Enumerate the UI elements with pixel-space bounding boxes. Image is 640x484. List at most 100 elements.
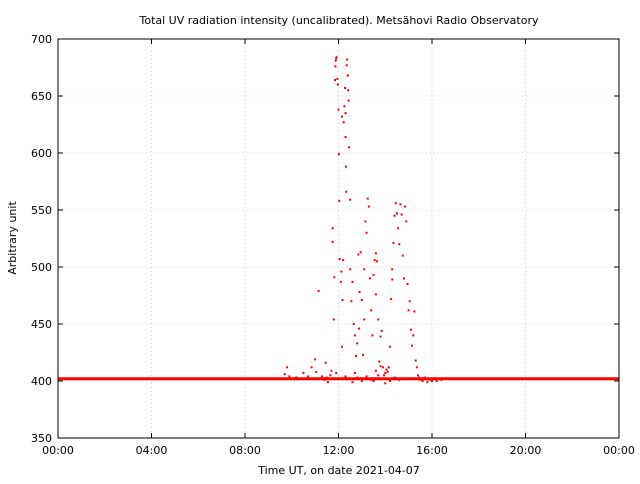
data-point (336, 83, 339, 86)
data-point (295, 376, 298, 379)
data-point (440, 378, 443, 381)
data-point (367, 377, 370, 380)
x-tick-label: 12:00 (323, 444, 355, 457)
data-point (372, 380, 375, 382)
data-point (321, 375, 324, 378)
data-point (428, 378, 431, 381)
data-point (379, 365, 382, 368)
y-tick-label: 400 (31, 375, 52, 388)
data-point (345, 64, 348, 67)
data-point (405, 220, 408, 223)
data-point (377, 318, 380, 321)
data-point (412, 334, 415, 337)
data-point (307, 375, 310, 378)
data-point (347, 99, 350, 102)
data-point (358, 291, 361, 294)
data-point (302, 372, 305, 375)
data-point (286, 366, 289, 369)
data-point (344, 112, 347, 115)
chart-title: Total UV radiation intensity (uncalibrat… (139, 14, 539, 27)
data-point (288, 375, 291, 378)
y-tick-label: 700 (31, 33, 52, 46)
data-point (341, 299, 344, 302)
data-point (344, 165, 347, 168)
data-point (406, 283, 409, 286)
grid (58, 39, 619, 438)
data-point (359, 251, 362, 254)
data-point (373, 259, 376, 262)
data-point (374, 252, 377, 255)
data-point (393, 376, 396, 379)
data-point (395, 212, 398, 215)
data-point (342, 259, 345, 262)
data-point (339, 377, 342, 380)
data-point (356, 342, 359, 345)
data-point (411, 344, 414, 347)
data-point (407, 309, 410, 312)
x-tick-label: 04:00 (136, 444, 168, 457)
data-point (351, 381, 354, 384)
data-point (343, 105, 346, 108)
data-point (358, 327, 361, 330)
data-point (355, 354, 358, 357)
data-point (433, 377, 436, 380)
y-axis-ticks: 350 400 450 500 550 600 650 700 (31, 33, 619, 445)
y-axis-label: Arbitrary unit (6, 201, 19, 275)
data-point (387, 366, 390, 369)
x-tick-label: 08:00 (229, 444, 261, 457)
data-point (344, 87, 347, 90)
data-point (333, 79, 336, 82)
data-point (381, 366, 384, 369)
data-point (332, 318, 335, 321)
data-point (356, 376, 359, 379)
y-tick-label: 450 (31, 318, 52, 331)
data-point (398, 378, 401, 381)
data-point (394, 202, 397, 205)
data-point (317, 289, 320, 292)
data-point (390, 297, 393, 300)
data-point (357, 253, 360, 256)
data-point (323, 378, 326, 381)
data-point (360, 380, 363, 382)
data-point (385, 368, 388, 371)
data-point (338, 258, 341, 261)
data-point (388, 380, 391, 382)
data-point (402, 277, 405, 280)
data-point (384, 372, 387, 375)
data-point (328, 377, 331, 380)
data-point (310, 366, 313, 369)
x-axis-ticks: 00:00 04:00 08:00 12:00 16:00 20:00 00:00 (42, 39, 635, 457)
data-point (408, 300, 411, 303)
data-point (409, 328, 412, 331)
y-tick-label: 550 (31, 204, 52, 217)
data-point (338, 199, 341, 202)
data-point (421, 380, 424, 382)
data-point (330, 369, 333, 372)
data-point (365, 231, 368, 234)
data-point (362, 353, 365, 356)
data-point (364, 220, 367, 223)
data-point (344, 375, 347, 378)
data-point (391, 278, 394, 281)
data-point (431, 380, 433, 382)
x-axis-label: Time UT, on date 2021-04-07 (257, 464, 420, 477)
data-point (404, 205, 407, 208)
data-point (351, 280, 354, 283)
data-point (349, 268, 352, 271)
y-tick-label: 500 (31, 261, 52, 274)
data-point (415, 366, 418, 369)
data-point (334, 59, 337, 62)
y-tick-label: 650 (31, 90, 52, 103)
data-point (344, 136, 347, 139)
data-point (397, 227, 400, 230)
data-point (370, 309, 373, 312)
data-point (331, 227, 334, 230)
x-tick-label: 00:00 (603, 444, 635, 457)
data-point (340, 270, 343, 273)
data-points (283, 56, 443, 385)
x-tick-label: 20:00 (510, 444, 542, 457)
data-point (337, 153, 340, 156)
data-point (388, 345, 391, 348)
data-point (326, 381, 329, 384)
